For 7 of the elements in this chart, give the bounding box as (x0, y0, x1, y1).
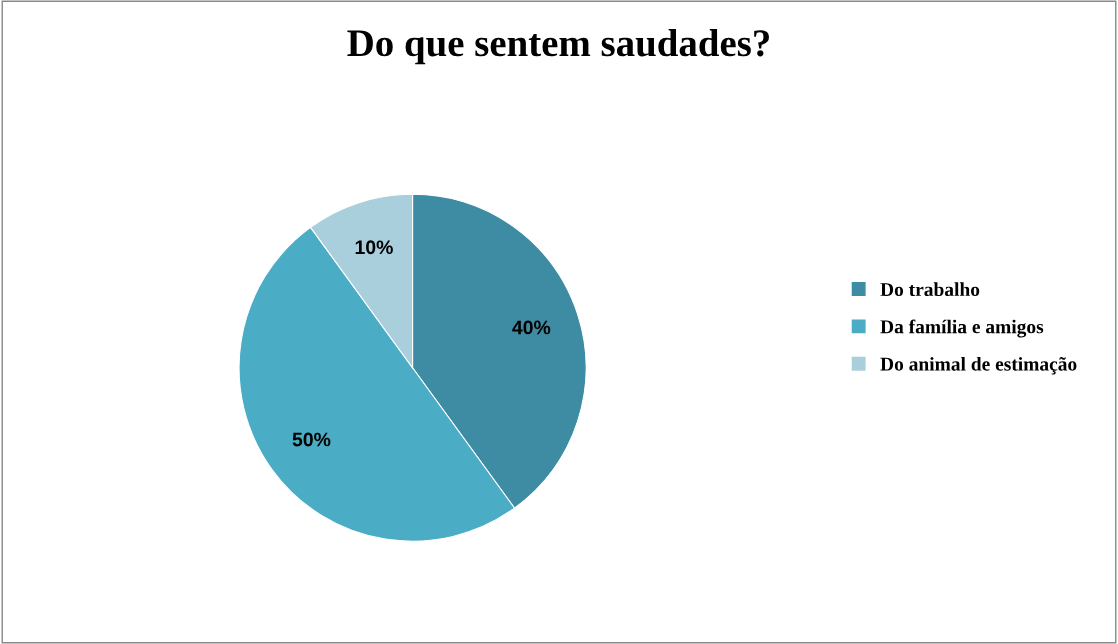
legend-label: Do trabalho (880, 282, 980, 297)
data-label: 10% (355, 240, 393, 255)
legend-label: Do animal de estimação (880, 356, 1077, 375)
legend-label: Da família e amigos (880, 319, 1044, 338)
data-label: 50% (292, 432, 331, 447)
data-label: 40% (512, 320, 551, 335)
chart-title: Do que sentem saudades? (347, 28, 769, 65)
